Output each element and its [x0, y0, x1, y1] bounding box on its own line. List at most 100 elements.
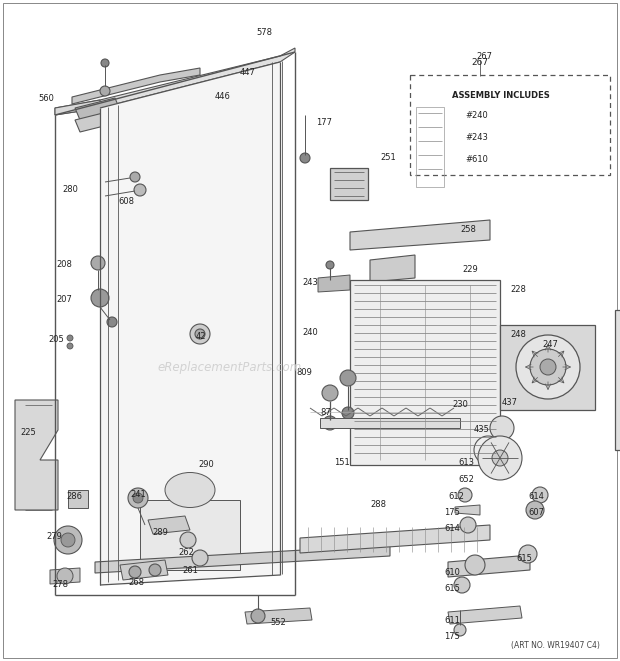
Circle shape	[478, 436, 522, 480]
Ellipse shape	[165, 473, 215, 508]
Text: 267: 267	[471, 58, 489, 67]
Text: #240: #240	[465, 111, 488, 120]
Text: 42: 42	[196, 332, 206, 341]
Bar	[330, 168, 368, 200]
Text: #243: #243	[465, 133, 488, 142]
Polygon shape	[75, 110, 120, 132]
Circle shape	[540, 359, 556, 375]
Circle shape	[134, 184, 146, 196]
Text: 175: 175	[444, 508, 460, 517]
Text: 615: 615	[516, 554, 532, 563]
Circle shape	[91, 289, 109, 307]
Circle shape	[530, 349, 566, 385]
Circle shape	[192, 550, 208, 566]
Text: 447: 447	[240, 68, 256, 77]
Text: 809: 809	[296, 368, 312, 377]
Text: 446: 446	[215, 92, 231, 101]
Circle shape	[128, 488, 148, 508]
Text: 280: 280	[62, 185, 78, 194]
Circle shape	[61, 533, 75, 547]
Polygon shape	[55, 100, 100, 115]
Polygon shape	[448, 606, 522, 624]
Text: 614: 614	[528, 492, 544, 501]
Text: 225: 225	[20, 428, 36, 437]
Circle shape	[474, 436, 502, 464]
Circle shape	[149, 564, 161, 576]
Polygon shape	[300, 525, 490, 553]
Circle shape	[490, 416, 514, 440]
Circle shape	[130, 172, 140, 182]
Text: (ART NO. WR19407 C4): (ART NO. WR19407 C4)	[510, 641, 600, 650]
Polygon shape	[370, 255, 415, 282]
Text: 288: 288	[370, 500, 386, 509]
Polygon shape	[455, 505, 480, 515]
Text: 267: 267	[476, 52, 492, 61]
Text: 251: 251	[380, 153, 396, 162]
Text: 205: 205	[48, 335, 64, 344]
Polygon shape	[318, 275, 350, 292]
Circle shape	[465, 555, 485, 575]
Text: 435: 435	[474, 425, 490, 434]
Circle shape	[454, 624, 466, 636]
Text: 87: 87	[320, 408, 330, 417]
Bar	[68, 490, 88, 508]
Circle shape	[251, 609, 265, 623]
Polygon shape	[148, 516, 190, 534]
Polygon shape	[320, 418, 460, 428]
Circle shape	[526, 501, 544, 519]
Polygon shape	[120, 560, 168, 580]
Circle shape	[322, 385, 338, 401]
Text: 279: 279	[46, 532, 62, 541]
Circle shape	[460, 517, 476, 533]
Circle shape	[54, 526, 82, 554]
Text: 652: 652	[458, 475, 474, 484]
Text: 608: 608	[118, 197, 134, 206]
Circle shape	[454, 577, 470, 593]
Circle shape	[458, 488, 472, 502]
Circle shape	[532, 487, 548, 503]
Text: 243: 243	[302, 278, 318, 287]
Polygon shape	[50, 568, 80, 584]
Polygon shape	[75, 98, 120, 120]
Text: 552: 552	[270, 618, 286, 627]
Circle shape	[67, 343, 73, 349]
Circle shape	[516, 335, 580, 399]
Circle shape	[180, 532, 196, 548]
Bar	[500, 325, 595, 410]
Circle shape	[57, 568, 73, 584]
Text: 610: 610	[444, 568, 460, 577]
Polygon shape	[350, 220, 490, 250]
Text: 240: 240	[302, 328, 317, 337]
Polygon shape	[448, 555, 530, 577]
Bar	[615, 310, 620, 450]
Polygon shape	[100, 62, 280, 585]
Circle shape	[300, 153, 310, 163]
Polygon shape	[15, 400, 58, 510]
Text: ASSEMBLY INCLUDES: ASSEMBLY INCLUDES	[452, 91, 550, 100]
Circle shape	[100, 86, 110, 96]
Text: 151: 151	[334, 458, 350, 467]
Circle shape	[91, 256, 105, 270]
Text: 177: 177	[316, 118, 332, 127]
Circle shape	[326, 261, 334, 269]
Text: 578: 578	[256, 28, 272, 37]
Text: 614: 614	[444, 524, 460, 533]
Text: 228: 228	[510, 285, 526, 294]
Text: 175: 175	[444, 632, 460, 641]
Text: 208: 208	[56, 260, 72, 269]
Circle shape	[101, 59, 109, 67]
Text: 229: 229	[462, 265, 478, 274]
Text: 258: 258	[460, 225, 476, 234]
FancyBboxPatch shape	[410, 75, 610, 175]
Text: 268: 268	[128, 578, 144, 587]
Polygon shape	[140, 500, 240, 570]
Text: #610: #610	[465, 155, 488, 164]
Text: 560: 560	[38, 94, 54, 103]
Text: 278: 278	[52, 580, 68, 589]
Bar	[350, 280, 500, 465]
Circle shape	[133, 493, 143, 503]
Polygon shape	[245, 608, 312, 624]
Text: 611: 611	[444, 616, 460, 625]
Circle shape	[190, 324, 210, 344]
Circle shape	[340, 370, 356, 386]
